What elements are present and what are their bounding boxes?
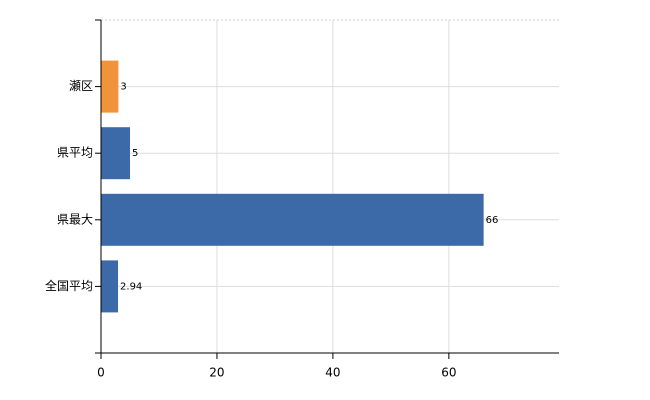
- bar: [101, 260, 119, 313]
- bar: [101, 127, 130, 180]
- x-tick-label: 0: [97, 366, 105, 380]
- x-tick-label: 20: [209, 366, 224, 380]
- data-label: 66: [486, 215, 499, 226]
- x-tick-label: 40: [325, 366, 340, 380]
- y-tick-label: 瀬区: [69, 79, 93, 93]
- y-tick-label: 県最大: [57, 212, 93, 226]
- y-tick-label: 全国平均: [45, 278, 93, 293]
- bar: [101, 193, 484, 246]
- x-tick-label: 60: [441, 366, 456, 380]
- data-label: 2.94: [120, 281, 142, 292]
- data-label: 5: [132, 148, 138, 159]
- data-label: 3: [120, 82, 126, 93]
- y-tick-label: 県平均: [57, 146, 93, 160]
- bar: [101, 60, 119, 113]
